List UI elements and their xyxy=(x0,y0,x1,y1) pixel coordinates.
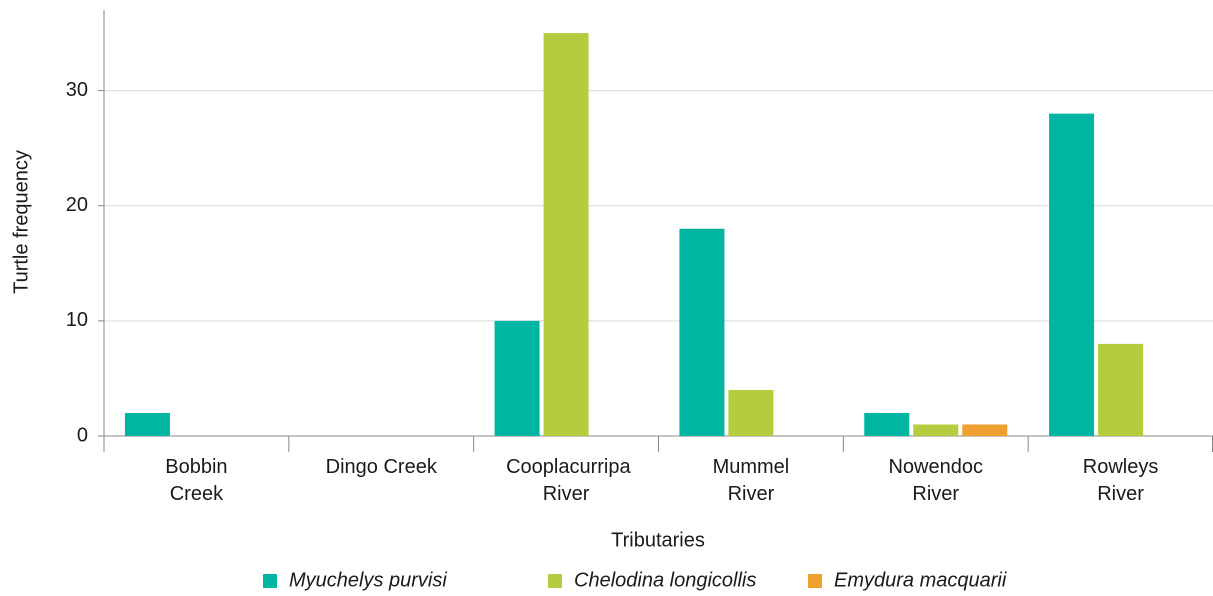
bar xyxy=(679,228,725,436)
bar xyxy=(1049,113,1095,437)
x-axis-label: Tributaries xyxy=(611,529,705,551)
legend-swatch xyxy=(263,574,277,588)
bar xyxy=(728,389,774,436)
legend-label: Myuchelys purvisi xyxy=(289,569,447,591)
bar xyxy=(494,320,540,436)
legend-label: Chelodina longicollis xyxy=(574,569,756,591)
y-tick-label: 30 xyxy=(66,79,88,101)
y-tick-label: 10 xyxy=(66,309,88,331)
legend-swatch xyxy=(808,574,822,588)
y-tick-label: 20 xyxy=(66,194,88,216)
bar xyxy=(913,424,959,436)
bar xyxy=(543,33,589,436)
bar xyxy=(864,412,910,436)
legend-label: Emydura macquarii xyxy=(834,569,1007,591)
bar xyxy=(1098,343,1144,436)
x-tick-label: Cooplacurripa River xyxy=(506,456,631,505)
x-tick-label: Mummel River xyxy=(712,456,790,505)
y-axis-label: Turtle frequency xyxy=(10,150,32,294)
x-tick-label: Rowleys River xyxy=(1082,456,1159,505)
x-tick-label: Bobbin Creek xyxy=(165,456,228,505)
y-tick-label: 0 xyxy=(77,424,88,446)
bar xyxy=(962,424,1008,436)
bar xyxy=(124,412,170,436)
x-tick-label: Nowendoc River xyxy=(888,456,983,505)
x-tick-label: Dingo Creek xyxy=(325,456,437,478)
legend-swatch xyxy=(548,574,562,588)
